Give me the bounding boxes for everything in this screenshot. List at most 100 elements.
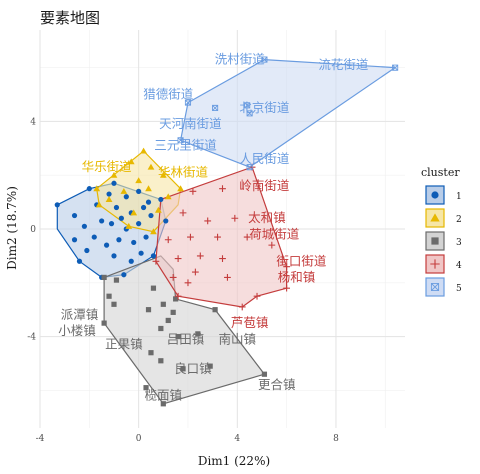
cluster-2-point [120, 187, 128, 194]
cluster-1-point [150, 253, 157, 259]
cluster-1-point [111, 253, 117, 259]
point-label: 街口街道 [276, 253, 327, 268]
x-tick-label: 8 [333, 434, 339, 444]
cluster-3-point [158, 325, 164, 332]
point-label: 北京街道 [239, 100, 290, 115]
cluster-2-point [125, 222, 133, 229]
cluster-1-point [138, 250, 144, 256]
legend-marker-4 [430, 259, 440, 269]
cluster-1-point [71, 237, 78, 243]
point-label: 榄面镇 [145, 388, 183, 403]
cluster-4-point [219, 255, 226, 262]
cluster-3-point [180, 366, 186, 372]
y-axis-title: Dim2 (18.7%) [5, 186, 19, 270]
cluster-1-point [81, 223, 87, 229]
cluster-1-point [103, 242, 110, 248]
cluster-4-point [224, 274, 231, 281]
point-label: 良口镇 [174, 361, 212, 376]
cluster-1-point [163, 218, 169, 224]
cluster-4-point [219, 185, 226, 193]
cluster-1-point [86, 186, 92, 192]
legend-label-5: 5 [456, 284, 462, 294]
cluster-2-point [164, 193, 172, 200]
cluster-2-point [159, 171, 167, 178]
cluster-4-point [187, 233, 194, 241]
x-axis-title: Dim1 (22%) [198, 454, 270, 468]
legend-marker-2 [430, 213, 440, 222]
cluster-1-point [54, 202, 60, 208]
cluster-3-point [195, 331, 201, 337]
cluster-3-point [101, 274, 107, 281]
point-label: 岭南街道 [239, 178, 290, 193]
legend-title: cluster [421, 166, 460, 179]
cluster-4-point [268, 241, 276, 249]
x-tick-label: 4 [234, 434, 240, 444]
cluster-1-point [116, 237, 122, 243]
point-label: 杨和镇 [278, 269, 316, 284]
cluster-3-point [160, 401, 166, 407]
point-label: 荷城街道 [249, 226, 300, 241]
point-label: 派潭镇 [61, 307, 99, 322]
cluster-1-point [158, 196, 164, 203]
cluster-1-point [84, 247, 90, 254]
cluster-4-point [184, 279, 192, 287]
cluster-2-point [110, 171, 118, 178]
cluster-1-point [121, 272, 127, 278]
legend: cluster 1 2 3 4 5 [421, 166, 462, 297]
cluster-4-point [253, 292, 261, 300]
cluster-1-point [111, 180, 117, 186]
point-label: 太和镇 [248, 210, 286, 225]
cluster-1-point [76, 258, 83, 264]
cluster-3-point [207, 363, 213, 369]
cluster-3-point [170, 309, 176, 315]
legend-label-3: 3 [456, 238, 462, 248]
x-tick-label: 0 [136, 434, 142, 444]
legend-label-1: 1 [456, 192, 462, 202]
cluster-1-point [71, 212, 78, 219]
cluster-2-point [135, 177, 143, 184]
point-label: 流花街道 [318, 57, 369, 72]
cluster-1-point [128, 258, 134, 264]
point-label: 华乐街道 [82, 159, 133, 174]
legend-marker-5 [430, 282, 440, 292]
cluster-5-point [244, 102, 251, 109]
cluster-3-point [101, 320, 107, 326]
cluster-4-point [283, 263, 291, 271]
cluster-5-point [246, 110, 253, 117]
cluster-2-point [95, 201, 103, 208]
cluster-5-hull [179, 58, 397, 168]
cluster-1-point [118, 215, 124, 221]
cluster-2-point [147, 163, 155, 170]
cluster-2-point [93, 185, 101, 192]
plot-area: -4 0 4 8 -4 0 4 洗村街道 流花街道猎德街道北京街道天河南街道三元里街道人民街道华… [27, 30, 405, 444]
point-label: 华林街道 [158, 165, 209, 180]
cluster-3-point [261, 371, 268, 377]
cluster-4-point [196, 252, 204, 260]
point-label: 正果镇 [105, 337, 143, 352]
cluster-3-point [148, 350, 154, 356]
cluster-2-point [130, 209, 138, 216]
point-label: 小楼镇 [58, 323, 96, 338]
cluster-1-point [136, 188, 142, 194]
cluster-4-point [204, 217, 212, 225]
cluster-4-point [174, 292, 182, 300]
cluster-3-point [106, 293, 112, 299]
cluster-4-point [152, 257, 160, 265]
cluster-3-point [173, 296, 179, 302]
cluster-3-point [143, 385, 149, 391]
cluster-2-point [105, 196, 113, 202]
cluster-3-point [113, 277, 120, 283]
cluster-3-point [150, 285, 157, 291]
point-label: 芦苞镇 [231, 315, 269, 330]
cluster-5-point [261, 56, 268, 63]
legend-label-2: 2 [456, 215, 462, 225]
cluster-4-point [191, 268, 199, 276]
point-label: 南山镇 [219, 331, 257, 346]
cluster-1-point [131, 239, 137, 246]
point-label: 洗村街道 [215, 52, 266, 67]
legend-marker-1 [431, 191, 439, 199]
cluster-4-point [238, 303, 246, 311]
cluster-4-point [243, 233, 251, 241]
cluster-1-point [145, 199, 152, 205]
